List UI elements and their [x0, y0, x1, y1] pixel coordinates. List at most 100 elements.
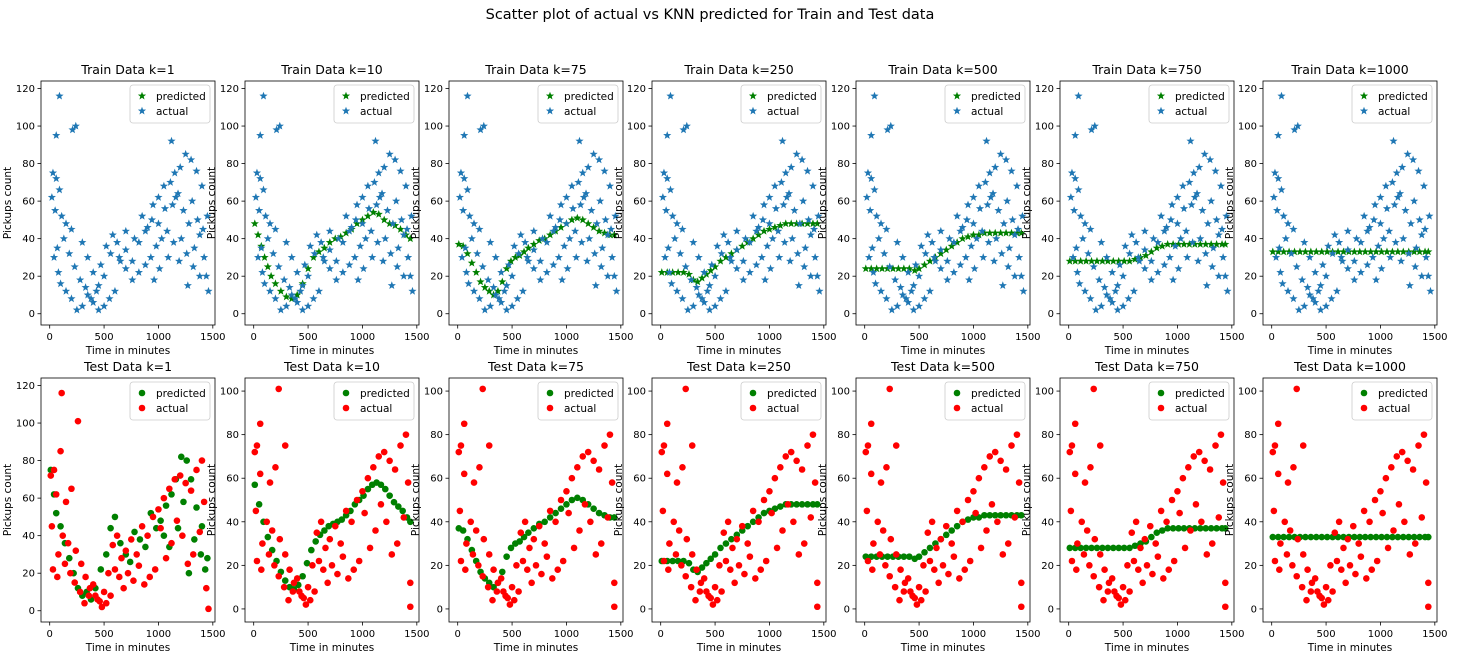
- y-tick-label: 80: [1244, 159, 1257, 170]
- actual-point: [1100, 283, 1109, 291]
- actual-point: [732, 226, 741, 235]
- actual-point: [98, 603, 106, 611]
- actual-point: [1406, 551, 1414, 558]
- actual-point: [404, 479, 412, 486]
- actual-point: [1316, 305, 1325, 314]
- predicted-point: [529, 239, 538, 248]
- actual-point: [350, 566, 358, 574]
- actual-point: [1074, 91, 1083, 100]
- predicted-point: [498, 568, 506, 576]
- predicted-point: [1389, 533, 1396, 541]
- legend-actual-label: actual: [767, 403, 799, 415]
- actual-point: [455, 448, 463, 456]
- legend-predicted-label: predicted: [156, 388, 206, 400]
- y-tick-label: 120: [627, 84, 646, 95]
- actual-point: [1186, 136, 1195, 145]
- actual-point: [147, 215, 157, 224]
- predicted-point: [1405, 533, 1413, 541]
- actual-point: [1073, 268, 1082, 276]
- actual-point: [401, 181, 411, 190]
- y-tick-label: 0: [844, 309, 850, 320]
- actual-point: [963, 200, 973, 209]
- actual-point: [1011, 514, 1019, 521]
- train-k1000-xlabel: Time in minutes: [1307, 345, 1392, 357]
- y-tick-label: 60: [633, 474, 646, 485]
- test-k10-xlabel: Time in minutes: [289, 642, 374, 654]
- actual-point: [984, 238, 993, 246]
- actual-point: [967, 241, 976, 250]
- y-tick-label: 120: [16, 84, 35, 95]
- actual-point: [1217, 431, 1225, 438]
- actual-point: [1073, 566, 1080, 574]
- actual-point: [988, 501, 996, 508]
- actual-point: [281, 442, 289, 449]
- actual-point: [665, 268, 674, 276]
- test-k75-subplot: Test Data k=750 500 1000 1500020406080100Ti…: [410, 359, 634, 654]
- actual-point: [105, 294, 114, 303]
- actual-point: [1388, 464, 1395, 471]
- legend-predicted-label: predicted: [767, 388, 817, 400]
- actual-point: [1373, 557, 1381, 565]
- actual-point: [797, 155, 807, 164]
- train-k1-xlabel: Time in minutes: [85, 345, 170, 357]
- actual-point: [1102, 253, 1111, 261]
- actual-point: [111, 566, 119, 573]
- actual-point: [683, 535, 691, 543]
- predicted-point: [981, 511, 988, 519]
- y-tick-label: 120: [831, 84, 850, 95]
- legend-actual-label: actual: [564, 403, 596, 415]
- actual-point: [678, 224, 687, 233]
- actual-point: [991, 448, 999, 456]
- predicted-point: [107, 524, 114, 532]
- actual-point: [1205, 155, 1215, 164]
- actual-point: [1010, 271, 1019, 280]
- actual-point: [864, 557, 872, 565]
- actual-point: [1086, 562, 1093, 569]
- actual-point: [768, 509, 775, 517]
- y-tick-label: 40: [1041, 517, 1054, 528]
- actual-point: [713, 596, 721, 604]
- actual-point: [711, 583, 719, 591]
- actual-point: [713, 241, 722, 250]
- y-tick-label: 100: [831, 122, 850, 133]
- predicted-point: [793, 501, 800, 508]
- predicted-point: [1295, 247, 1305, 256]
- y-tick-label: 100: [16, 419, 35, 430]
- predicted-point: [997, 511, 1004, 519]
- actual-point: [355, 557, 363, 565]
- actual-point: [1078, 234, 1087, 243]
- x-tick-label: 500: [910, 629, 929, 640]
- predicted-point: [963, 232, 973, 241]
- test-k1000-series-predicted: [1269, 533, 1432, 541]
- actual-point: [257, 243, 266, 252]
- actual-point: [189, 262, 198, 271]
- predicted-point: [1071, 256, 1080, 265]
- actual-point: [67, 569, 74, 577]
- actual-point: [1222, 603, 1229, 611]
- actual-point: [608, 253, 617, 261]
- actual-point: [779, 527, 786, 534]
- x-tick-label: 1500: [608, 629, 633, 640]
- x-tick-label: 500: [706, 629, 725, 640]
- test-k10-subplot: Test Data k=100 500 1000 1500020406080100Ti…: [206, 359, 430, 654]
- x-tick-label: 1500: [1015, 332, 1040, 343]
- actual-point: [1222, 211, 1231, 220]
- actual-point: [1128, 529, 1136, 536]
- actual-point: [475, 562, 482, 569]
- actual-point: [1305, 253, 1314, 261]
- actual-point: [306, 596, 314, 604]
- x-tick-label: 1500: [404, 332, 429, 343]
- actual-point: [1147, 275, 1156, 284]
- actual-point: [457, 253, 467, 261]
- actual-point: [985, 168, 994, 177]
- actual-point: [1091, 305, 1100, 314]
- actual-point: [1132, 238, 1141, 246]
- actual-point: [1298, 275, 1307, 284]
- actual-point: [55, 91, 64, 100]
- actual-point: [298, 592, 305, 600]
- y-tick-label: 80: [226, 159, 239, 170]
- predicted-point: [1163, 239, 1172, 248]
- actual-point: [1271, 557, 1279, 565]
